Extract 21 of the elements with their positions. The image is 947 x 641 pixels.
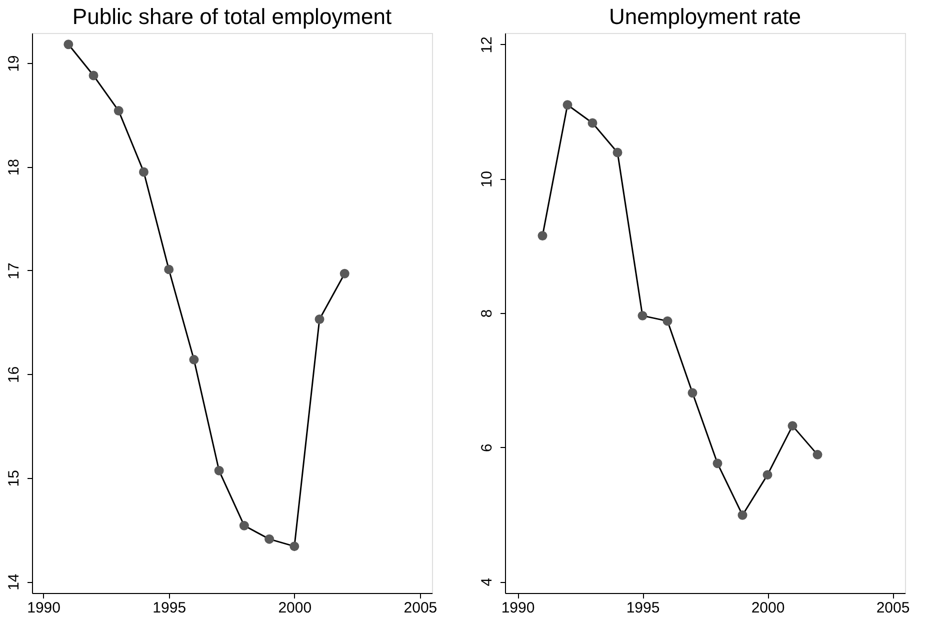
y-tick-label: 16 <box>6 366 22 384</box>
y-tick-label: 10 <box>478 170 496 188</box>
x-tick-label: 1995 <box>152 600 186 616</box>
y-tick-label: 6 <box>478 444 496 452</box>
y-tick-label: 17 <box>6 262 22 280</box>
y-tick-label: 19 <box>6 55 22 72</box>
x-tick-label: 1990 <box>501 600 535 616</box>
y-tick-label: 4 <box>478 578 496 586</box>
y-tick-label: 8 <box>478 309 496 318</box>
x-tick-label: 2000 <box>751 600 785 616</box>
x-tick-label: 2000 <box>278 600 312 616</box>
y-tick-label: 14 <box>6 574 22 590</box>
y-tick-label: 12 <box>478 36 496 54</box>
y-tick-label: 15 <box>6 470 22 487</box>
x-tick-label: 1990 <box>27 600 60 616</box>
chart-title: Unemployment rate <box>609 4 801 29</box>
y-tick-label: 18 <box>6 158 22 176</box>
x-tick-label: 1995 <box>626 600 660 616</box>
x-tick-label: 2005 <box>876 600 910 616</box>
x-tick-label: 2005 <box>404 600 438 616</box>
chart-title: Public share of total employment <box>72 4 392 29</box>
